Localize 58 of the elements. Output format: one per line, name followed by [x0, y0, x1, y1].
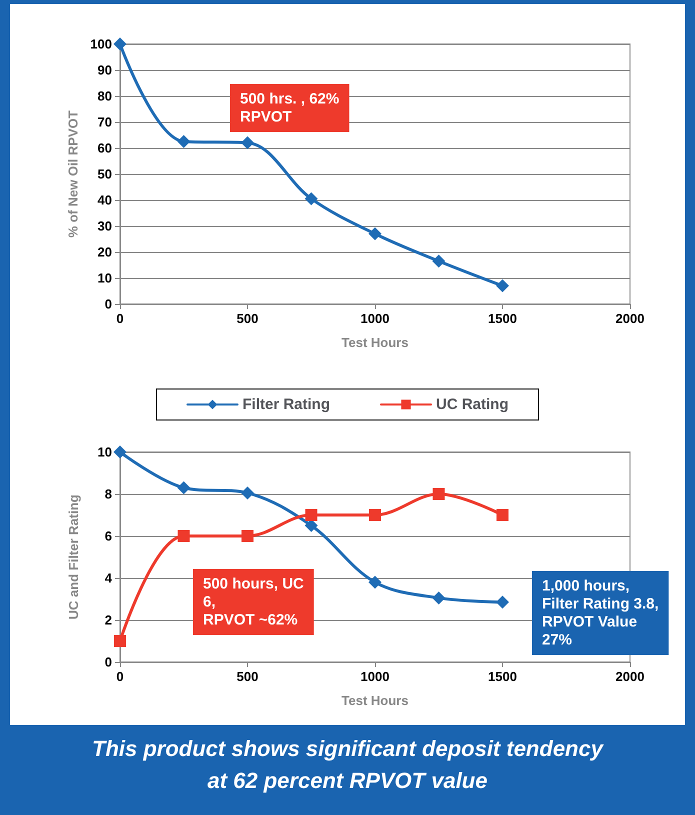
annotation: 1,000 hours, Filter Rating 3.8, RPVOT Value 27% [542, 578, 659, 648]
point [305, 509, 318, 521]
annotation: 500 hours, UC 6, RPVOT ~62% [203, 576, 304, 628]
point [114, 635, 126, 647]
x-tick-label: 0 [116, 311, 124, 326]
point [242, 530, 254, 542]
point [114, 446, 126, 458]
point [241, 136, 254, 150]
point [496, 596, 509, 609]
x-tick-label: 500 [236, 669, 258, 684]
x-tick-label: 500 [236, 311, 258, 326]
point [304, 192, 318, 206]
y-tick-label: 50 [98, 166, 112, 182]
y-tick-label: 0 [104, 654, 112, 670]
x-tick-label: 2000 [616, 311, 644, 326]
y-axis-title: % of New Oil RPVOT [65, 110, 80, 238]
annotation: 500 hrs. , 62% RPVOT [240, 90, 340, 126]
point [432, 488, 445, 500]
point [178, 530, 190, 542]
x-tick-label: 1000 [360, 311, 390, 326]
x-tick-label: 1500 [488, 669, 517, 684]
x-tick-label: 2000 [616, 669, 644, 684]
x-tick-label: 0 [116, 669, 124, 684]
y-tick-label: 10 [98, 270, 112, 286]
y-tick-label: 100 [90, 36, 112, 52]
point [432, 591, 446, 604]
x-tick-label: 1000 [360, 669, 390, 684]
point [368, 227, 382, 240]
x-axis-title: Test Hours [342, 693, 408, 708]
y-tick-label: 30 [98, 218, 112, 234]
y-tick-label: 4 [104, 570, 113, 586]
point [496, 509, 508, 521]
y-tick-label: 2 [104, 612, 112, 628]
y-tick-label: 10 [98, 444, 112, 460]
point [177, 135, 190, 148]
y-tick-label: 40 [98, 192, 112, 208]
point [114, 38, 126, 50]
y-tick-label: 6 [104, 528, 112, 544]
point [368, 576, 382, 589]
point [241, 486, 254, 500]
text: This product shows significant deposit tendency at 62 percent RPVOT value [10, 725, 685, 805]
y-tick-label: 8 [104, 486, 112, 502]
y-tick-label: 60 [98, 140, 112, 156]
point [369, 509, 381, 521]
point [496, 279, 509, 292]
y-tick-label: 80 [98, 88, 112, 104]
legend-label: UC Rating [436, 396, 509, 413]
y-tick-label: 70 [98, 114, 112, 130]
y-axis-title: UC and Filter Rating [66, 494, 81, 620]
y-tick-label: 90 [98, 62, 112, 78]
legend-label: Filter Rating [242, 396, 330, 413]
point [177, 481, 190, 494]
y-tick-label: 0 [104, 296, 112, 312]
point [304, 519, 318, 532]
y-tick-label: 20 [98, 244, 112, 260]
x-axis-title: Test Hours [342, 335, 408, 350]
point [432, 254, 446, 268]
x-tick-label: 1500 [488, 311, 517, 326]
